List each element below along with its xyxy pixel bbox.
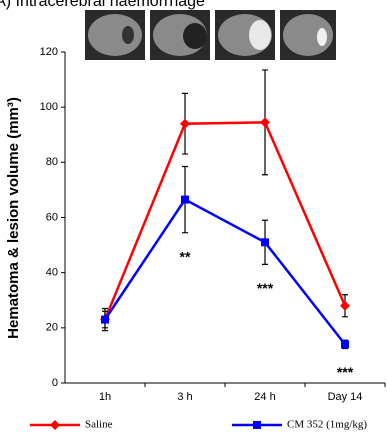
annotation: ** [180, 248, 191, 264]
chart-title: A) Intracerebral haemorrhage [0, 0, 205, 10]
annotation: *** [257, 280, 274, 296]
y-tick-label: 60 [46, 211, 58, 223]
y-axis-label: Hematoma & lesion volume (mm³) [5, 97, 22, 339]
marker [260, 117, 270, 127]
y-tick-label: 20 [46, 322, 58, 334]
y-tick-label: 0 [52, 377, 58, 389]
marker [261, 238, 269, 246]
legend-marker [253, 421, 261, 429]
marker [340, 301, 350, 311]
x-tick-label: 1h [99, 391, 111, 403]
legend-label: CM 352 (1mg/kg) [287, 419, 367, 431]
legend-marker [50, 420, 60, 430]
x-tick-label: 24 h [254, 391, 275, 403]
series [101, 166, 349, 348]
y-tick-label: 100 [40, 101, 58, 113]
brain-images [85, 10, 336, 60]
chart: A) Intracerebral haemorrhage Hematoma & … [0, 0, 387, 432]
marker [181, 196, 189, 204]
annotation: *** [337, 364, 354, 380]
marker [180, 119, 190, 129]
legend-label: Saline [85, 419, 113, 431]
y-tick-label: 120 [40, 46, 58, 58]
y-tick-label: 80 [46, 156, 58, 168]
marker [341, 340, 349, 348]
series [100, 70, 350, 331]
x-tick-label: Day 14 [328, 391, 363, 403]
x-tick-label: 3 h [177, 391, 192, 403]
y-tick-label: 40 [46, 267, 58, 279]
marker [101, 316, 109, 324]
